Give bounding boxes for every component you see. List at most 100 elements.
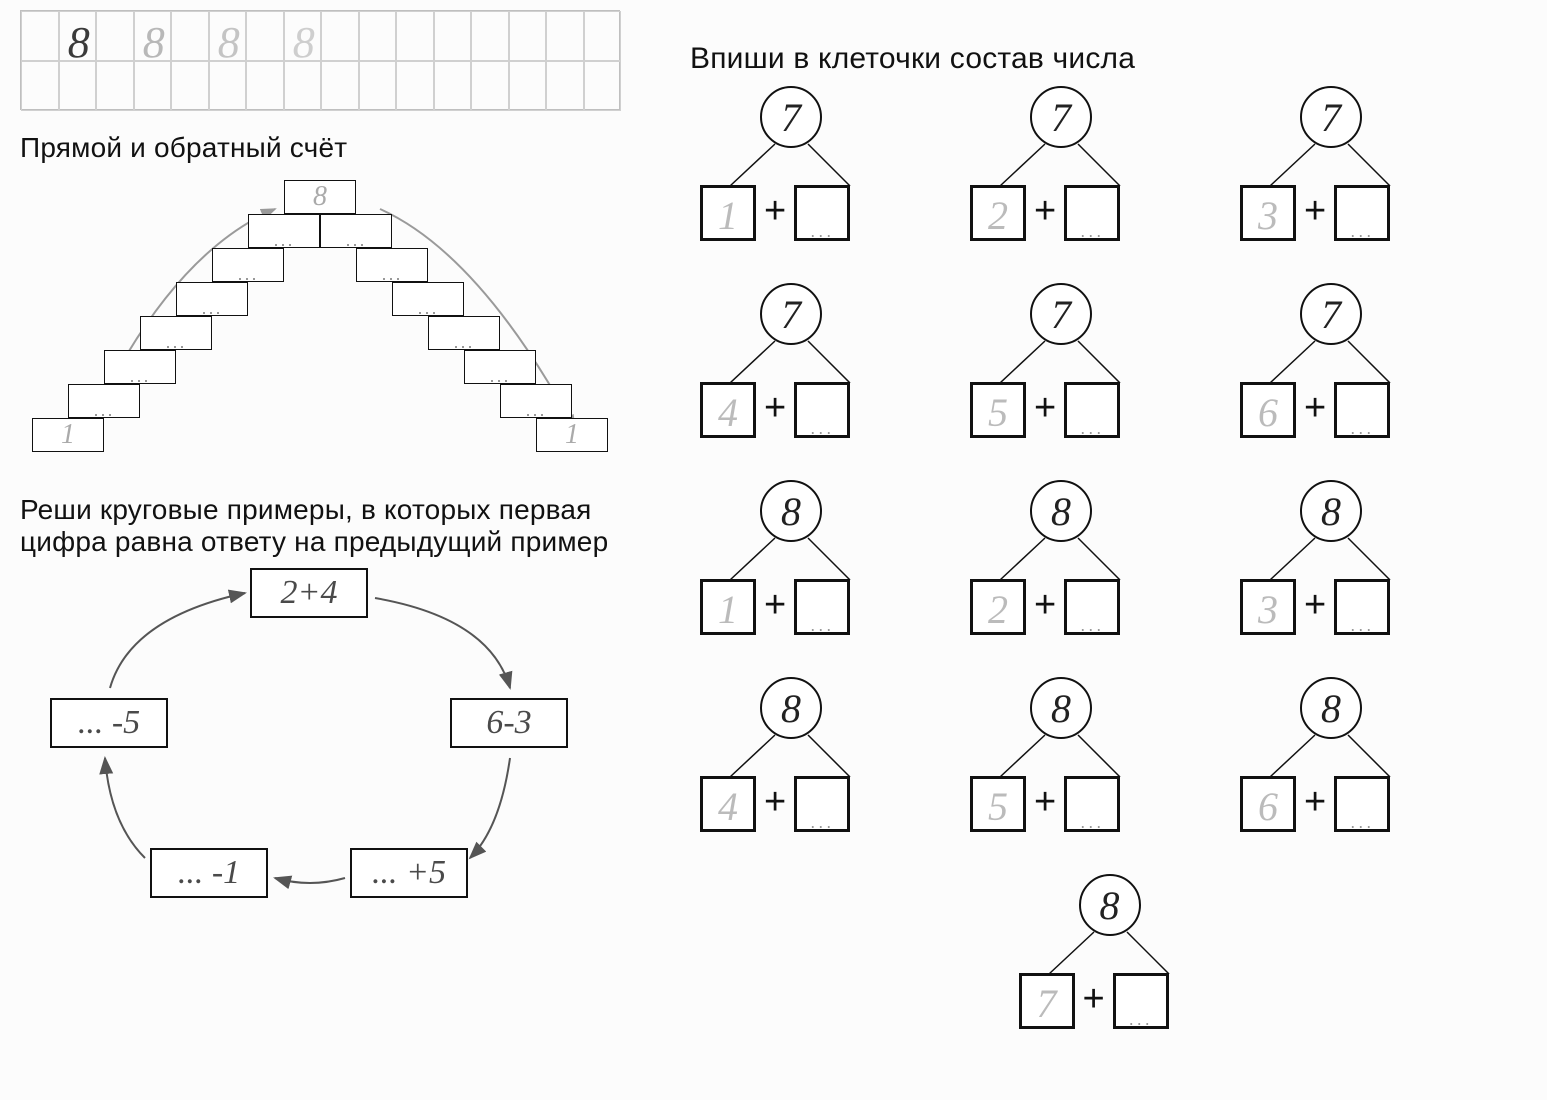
bond-total-circle: 7 <box>760 283 822 345</box>
grid-cell[interactable] <box>396 11 434 61</box>
bond-left-box[interactable]: 6 <box>1240 382 1296 438</box>
stair-right-cell[interactable]: ... <box>464 350 536 384</box>
grid-cell[interactable] <box>96 61 134 111</box>
bond-right-box[interactable]: ... <box>794 185 850 241</box>
bond-left-box[interactable]: 7 <box>1019 973 1075 1029</box>
bond-right-box[interactable]: ... <box>1113 973 1169 1029</box>
stair-left-cell[interactable]: ... <box>212 248 284 282</box>
bond-right-box[interactable]: ... <box>1334 776 1390 832</box>
grid-cell[interactable] <box>471 11 509 61</box>
circular-box-bl[interactable]: ... -1 <box>150 848 268 898</box>
bond-left-box[interactable]: 5 <box>970 382 1026 438</box>
grid-cell[interactable] <box>546 61 584 111</box>
bond-right-box[interactable]: ... <box>794 382 850 438</box>
grid-cell[interactable] <box>396 61 434 111</box>
bond-left-box[interactable]: 3 <box>1240 579 1296 635</box>
grid-cell[interactable] <box>546 11 584 61</box>
plus-icon: + <box>1032 783 1058 825</box>
number-bond: 74+... <box>700 283 880 438</box>
bond-left-box[interactable]: 5 <box>970 776 1026 832</box>
bond-left-box[interactable]: 1 <box>700 185 756 241</box>
grid-cell[interactable] <box>59 61 97 111</box>
bond-right-box[interactable]: ... <box>1064 579 1120 635</box>
stair-left-cell[interactable]: ... <box>176 282 248 316</box>
bond-total-circle: 8 <box>1030 677 1092 739</box>
stair-right-cell[interactable]: ... <box>356 248 428 282</box>
plus-icon: + <box>1302 586 1328 628</box>
stair-left-cell[interactable]: 1 <box>32 418 104 452</box>
stair-left-cell[interactable]: ... <box>104 350 176 384</box>
grid-cell[interactable] <box>471 61 509 111</box>
grid-cell[interactable] <box>321 61 359 111</box>
stair-top-cell[interactable]: 8 <box>284 180 356 214</box>
bond-left-box[interactable]: 6 <box>1240 776 1296 832</box>
stair-right-cell[interactable]: ... <box>320 214 392 248</box>
bond-total-circle: 8 <box>760 677 822 739</box>
bond-left-box[interactable]: 4 <box>700 382 756 438</box>
plus-icon: + <box>1302 783 1328 825</box>
stair-right-cell[interactable]: ... <box>500 384 572 418</box>
grid-cell[interactable] <box>359 61 397 111</box>
bond-row: 81+...82+...83+... <box>690 480 1517 635</box>
grid-cell[interactable] <box>434 61 472 111</box>
grid-cell[interactable] <box>134 61 172 111</box>
plus-icon: + <box>762 783 788 825</box>
plus-icon: + <box>762 192 788 234</box>
bond-right-box[interactable]: ... <box>794 579 850 635</box>
grid-cell[interactable] <box>359 11 397 61</box>
circular-examples[interactable]: 2+4 6-3 ... +5 ... -1 ... -5 <box>20 568 640 948</box>
number-bond: 85+... <box>970 677 1150 832</box>
grid-cell[interactable] <box>246 61 284 111</box>
circular-box-top[interactable]: 2+4 <box>250 568 368 618</box>
bonds-heading: Впиши в клеточки состав числа <box>690 42 1517 76</box>
number-bond: 72+... <box>970 86 1150 241</box>
bond-right-box[interactable]: ... <box>1334 579 1390 635</box>
grid-cell[interactable] <box>171 61 209 111</box>
grid-cell[interactable] <box>584 61 622 111</box>
stair-left-cell[interactable]: ... <box>140 316 212 350</box>
grid-cell[interactable] <box>21 61 59 111</box>
stair-left-cell[interactable]: ... <box>248 214 320 248</box>
stairs-heading: Прямой и обратный счёт <box>20 132 630 164</box>
bond-left-box[interactable]: 2 <box>970 185 1026 241</box>
circular-box-br[interactable]: ... +5 <box>350 848 468 898</box>
plus-icon: + <box>762 389 788 431</box>
bond-total-circle: 8 <box>1079 874 1141 936</box>
writing-grid[interactable]: 8888 <box>20 10 620 110</box>
bond-right-box[interactable]: ... <box>794 776 850 832</box>
bond-right-box[interactable]: ... <box>1064 185 1120 241</box>
bond-left-box[interactable]: 1 <box>700 579 756 635</box>
stair-right-cell[interactable]: 1 <box>536 418 608 452</box>
bond-left-box[interactable]: 3 <box>1240 185 1296 241</box>
bond-right-box[interactable]: ... <box>1064 382 1120 438</box>
right-column: Впиши в клеточки состав числа 71+...72+.… <box>650 0 1547 1100</box>
number-bond: 82+... <box>970 480 1150 635</box>
grid-cell[interactable] <box>509 61 547 111</box>
grid-cell[interactable] <box>434 11 472 61</box>
grid-cell[interactable] <box>584 11 622 61</box>
bond-total-circle: 7 <box>1030 86 1092 148</box>
bond-left-box[interactable]: 4 <box>700 776 756 832</box>
bond-total-circle: 7 <box>1300 283 1362 345</box>
circular-box-right[interactable]: 6-3 <box>450 698 568 748</box>
number-bond: 75+... <box>970 283 1150 438</box>
bond-total-circle: 7 <box>1300 86 1362 148</box>
circular-box-left[interactable]: ... -5 <box>50 698 168 748</box>
grid-cell[interactable] <box>284 61 322 111</box>
bond-total-circle: 8 <box>1030 480 1092 542</box>
stair-right-cell[interactable]: ... <box>392 282 464 316</box>
stair-right-cell[interactable]: ... <box>428 316 500 350</box>
grid-cell[interactable] <box>209 61 247 111</box>
bond-right-box[interactable]: ... <box>1064 776 1120 832</box>
plus-icon: + <box>1032 586 1058 628</box>
staircase-diagram[interactable]: 8....................................11 <box>20 174 640 464</box>
plus-icon: + <box>1302 389 1328 431</box>
number-bond: 83+... <box>1240 480 1420 635</box>
grid-cell[interactable] <box>509 11 547 61</box>
bond-right-box[interactable]: ... <box>1334 382 1390 438</box>
stair-left-cell[interactable]: ... <box>68 384 140 418</box>
bond-left-box[interactable]: 2 <box>970 579 1026 635</box>
traced-digit: 8 <box>278 17 331 68</box>
bond-right-box[interactable]: ... <box>1334 185 1390 241</box>
traced-digit: 8 <box>53 17 106 68</box>
